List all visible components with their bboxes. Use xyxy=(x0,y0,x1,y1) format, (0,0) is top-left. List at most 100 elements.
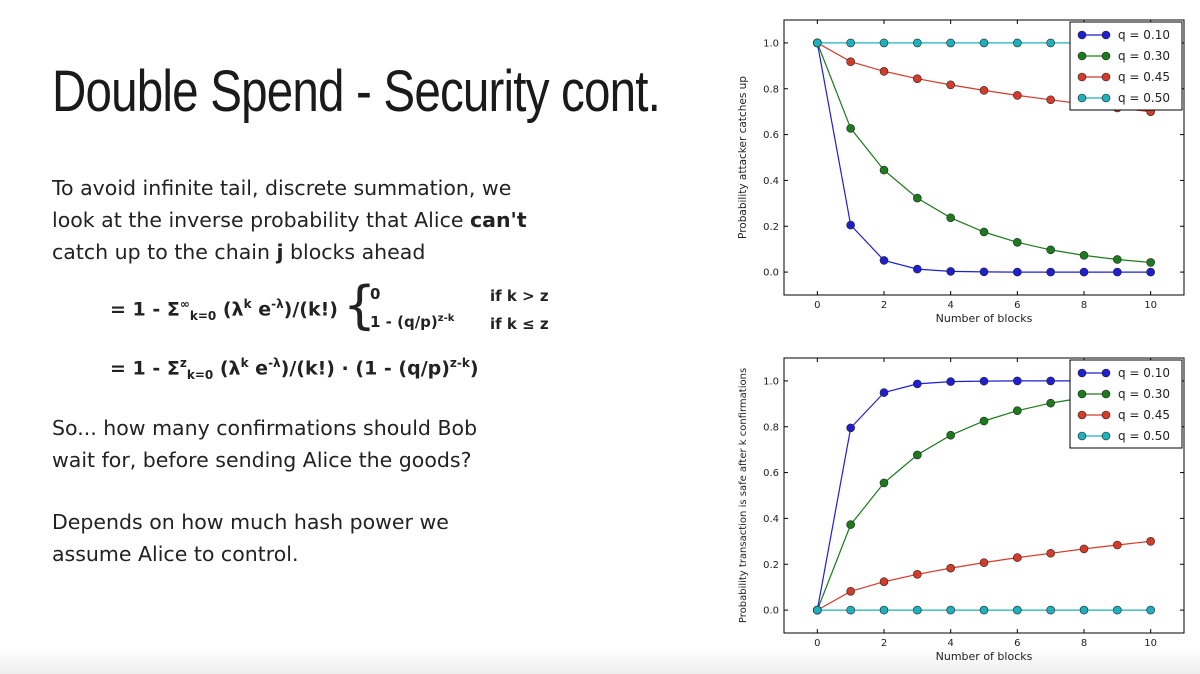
legend-marker xyxy=(1077,389,1087,399)
x-axis-label: Number of blocks xyxy=(936,312,1033,325)
y-axis-label: Probability attacker catches up xyxy=(737,76,749,239)
legend-marker xyxy=(1101,431,1111,441)
formula-sup: k xyxy=(240,356,249,370)
x-tick-label: 6 xyxy=(1014,300,1020,311)
y-tick-label: 0.4 xyxy=(763,514,779,525)
legend-marker xyxy=(1101,72,1111,82)
data-point xyxy=(846,423,855,433)
legend-label: q = 0.45 xyxy=(1118,70,1170,84)
y-tick-label: 0.4 xyxy=(763,176,779,187)
slide-title: Double Spend - Security cont. xyxy=(52,59,661,124)
data-point xyxy=(979,416,989,426)
data-point xyxy=(846,586,855,596)
paragraph-line: look at the inverse probability that Ali… xyxy=(52,208,470,232)
formula-part: )/(k!) xyxy=(283,298,338,321)
legend-box xyxy=(1069,359,1183,449)
y-axis-label: Probability transaction is safe after k … xyxy=(738,368,749,623)
formula-part: = 1 - Σ xyxy=(110,357,180,380)
x-axis-label: Number of blocks xyxy=(936,650,1033,663)
legend-marker xyxy=(1077,30,1087,40)
data-point xyxy=(1013,406,1022,416)
data-point xyxy=(879,165,889,175)
legend-marker xyxy=(1077,72,1087,82)
data-point xyxy=(946,38,955,48)
data-point xyxy=(846,38,855,48)
y-tick-label: 0.6 xyxy=(763,468,779,479)
formula-sup: z-k xyxy=(437,313,455,324)
data-point xyxy=(913,38,922,48)
data-point xyxy=(913,450,922,460)
legend-marker xyxy=(1077,93,1087,103)
y-tick-label: 0.8 xyxy=(763,84,779,95)
paragraph-line: catch up to the chain xyxy=(52,240,277,264)
x-tick-label: 2 xyxy=(881,300,887,311)
data-point xyxy=(1146,258,1155,267)
formula-part: 1 - (q/p) xyxy=(370,313,438,331)
formula-case-1: 0 xyxy=(370,285,380,303)
formula-part: 0 xyxy=(370,285,381,303)
legend-label: q = 0.30 xyxy=(1118,387,1170,401)
y-tick-label: 0.8 xyxy=(763,422,779,433)
data-point xyxy=(1013,267,1022,277)
data-point xyxy=(1046,245,1055,255)
formula-brace: { xyxy=(343,276,377,336)
formula-case-2-condition: if k ≤ z xyxy=(490,315,549,333)
data-point xyxy=(979,605,989,615)
data-point xyxy=(846,57,855,67)
data-point xyxy=(813,38,822,48)
data-point xyxy=(1046,398,1055,408)
chart-attacker-catches-up: 0 2 4 6 8 10 0.0 0.2 0.4 0.6 0.8 1.0 Number of block… xyxy=(730,8,1195,334)
data-point xyxy=(1013,91,1022,100)
formula-part: )/(k!) · (1 - (q/p) xyxy=(280,357,450,380)
data-point xyxy=(1046,95,1055,105)
formula-summation-finite: = 1 - Σzk=0 (λk e-λ)/(k!) · (1 - (q/p)z-… xyxy=(110,356,479,382)
data-point xyxy=(1146,537,1155,546)
formula-part: ) xyxy=(469,357,479,380)
paragraph-line: Depends on how much hash power we xyxy=(52,510,449,534)
data-point xyxy=(979,38,989,48)
data-point xyxy=(1113,267,1122,277)
data-point xyxy=(1079,251,1089,260)
data-point xyxy=(879,38,889,48)
legend-label: q = 0.50 xyxy=(1118,429,1170,443)
data-point xyxy=(846,124,855,133)
legend-label: q = 0.10 xyxy=(1118,28,1170,42)
x-tick-label: 8 xyxy=(1081,300,1087,311)
x-tick-label: 0 xyxy=(814,638,820,649)
data-point xyxy=(1079,267,1089,277)
legend-marker xyxy=(1077,410,1087,420)
data-point xyxy=(1046,605,1055,615)
data-point xyxy=(879,67,889,76)
data-point xyxy=(979,227,989,237)
paragraph-line: wait for, before sending Alice the goods… xyxy=(52,448,472,472)
data-point xyxy=(879,256,889,265)
formula-sup: -λ xyxy=(268,356,281,370)
y-tick-label: 1.0 xyxy=(763,376,779,387)
data-point xyxy=(913,605,922,615)
formula-part: e xyxy=(248,357,269,380)
x-tick-label: 2 xyxy=(881,638,887,649)
formula-sup: -λ xyxy=(271,297,284,311)
legend-marker xyxy=(1077,431,1087,441)
data-point xyxy=(1013,605,1022,615)
formula-part: (λ xyxy=(222,298,244,321)
data-point xyxy=(846,605,855,615)
data-point xyxy=(913,74,922,83)
data-point xyxy=(979,86,989,95)
legend-marker xyxy=(1101,30,1111,40)
x-tick-label: 4 xyxy=(947,300,953,311)
data-point xyxy=(1079,544,1089,554)
emphasis-text: j xyxy=(276,240,284,264)
data-point xyxy=(913,264,922,274)
formula-case-2: 1 - (q/p)z-k xyxy=(370,313,454,331)
data-point xyxy=(1113,540,1122,550)
data-point xyxy=(979,376,989,386)
legend-label: q = 0.45 xyxy=(1118,408,1170,422)
data-point xyxy=(1046,267,1055,277)
data-point xyxy=(946,430,955,440)
legend-marker xyxy=(1101,51,1111,61)
paragraph-line: blocks ahead xyxy=(283,240,426,264)
data-point xyxy=(946,267,955,276)
legend-label: q = 0.30 xyxy=(1118,49,1170,63)
chart-transaction-safe: 0 2 4 6 8 10 0.0 0.2 0.4 0.6 0.8 1.0 Number of block… xyxy=(730,346,1195,672)
